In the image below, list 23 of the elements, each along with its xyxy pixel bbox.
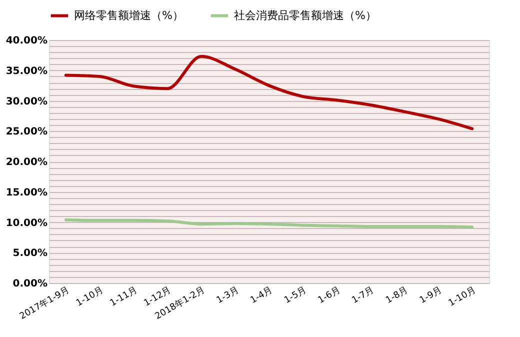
y-tick-label: 0.00% (12, 278, 48, 290)
y-tick-label: 35.00% (6, 66, 48, 77)
x-tick-label: 1-9月 (418, 286, 444, 306)
x-tick-label: 1-3月 (215, 286, 241, 306)
y-tick-label: 20.00% (6, 157, 48, 168)
x-tick-label: 1-6月 (316, 286, 342, 306)
y-tick-label: 5.00% (12, 248, 48, 260)
line-series (64, 54, 474, 130)
y-tick-label: 40.00% (6, 36, 48, 46)
legend-label: 社会消费品零售额增速（%） (234, 8, 376, 22)
x-tick-label: 1-11月 (108, 286, 140, 309)
y-tick-label: 25.00% (6, 126, 48, 138)
y-tick-label: 10.00% (6, 218, 48, 229)
y-tick-label: 15.00% (6, 187, 48, 198)
x-tick-label: 1-4月 (248, 286, 274, 306)
x-tick-label: 1-10月 (447, 286, 478, 309)
y-tick-label: 30.00% (6, 96, 48, 108)
x-tick-label: 1-10月 (74, 286, 106, 309)
x-tick-label: 1-5月 (282, 286, 308, 306)
line-series (64, 218, 474, 229)
legend-label: 网络零售额增速（%） (74, 8, 184, 22)
x-tick-label: 1-8月 (384, 286, 410, 306)
x-tick-label: 1-7月 (350, 286, 376, 306)
